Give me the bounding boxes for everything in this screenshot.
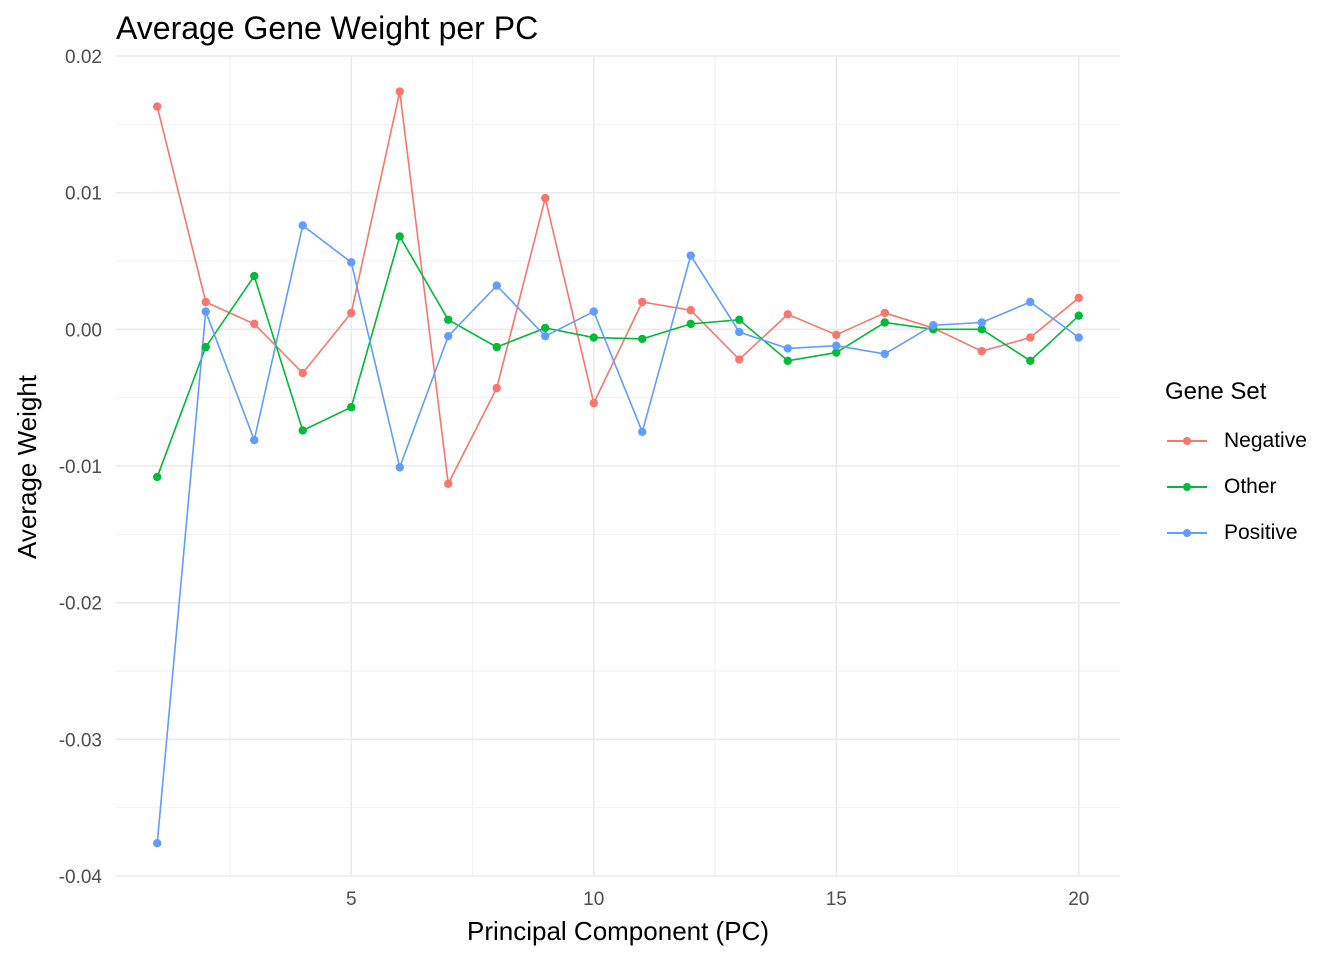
legend-key-other <box>1165 477 1209 497</box>
data-point-other <box>977 325 986 334</box>
data-point-other <box>1026 356 1035 365</box>
y-tick-label: 0.02 <box>65 47 102 68</box>
legend-key-positive <box>1165 523 1209 543</box>
x-tick-label: 10 <box>583 889 604 910</box>
data-point-negative <box>298 368 307 378</box>
data-point-positive <box>832 341 841 350</box>
data-point-negative <box>444 479 453 488</box>
y-tick-label: -0.02 <box>59 594 102 615</box>
series-line-other <box>156 234 1080 478</box>
legend-label-negative: Negative <box>1224 429 1307 452</box>
data-point-positive <box>444 331 453 341</box>
x-tick-label: 5 <box>346 889 357 910</box>
data-point-other <box>589 333 598 342</box>
data-point-positive <box>735 327 744 337</box>
data-point-other <box>347 403 356 412</box>
data-point-positive <box>880 349 889 359</box>
data-point-negative <box>201 297 210 307</box>
data-point-other <box>444 315 453 324</box>
x-axis-tick-labels: 5 10 15 20 <box>346 889 1089 910</box>
data-point-other <box>153 472 162 482</box>
data-point-negative <box>977 347 986 356</box>
data-point-positive <box>686 251 695 260</box>
data-point-negative <box>832 330 841 339</box>
data-point-positive <box>347 258 356 267</box>
data-point-negative <box>395 87 404 96</box>
data-point-other <box>735 315 744 324</box>
y-tick-label: -0.01 <box>59 457 102 478</box>
data-point-negative <box>686 306 695 315</box>
chart-title: Average Gene Weight per PC <box>116 10 539 46</box>
data-point-other <box>201 342 210 352</box>
series-line-positive <box>156 224 1080 844</box>
data-point-other <box>880 318 889 327</box>
series-line-negative <box>156 91 1080 487</box>
data-point-negative <box>1026 333 1035 342</box>
data-point-negative <box>153 102 162 111</box>
y-tick-label: 0.01 <box>65 184 102 205</box>
data-point-positive <box>201 307 210 316</box>
legend-item-positive: Positive <box>1165 510 1307 556</box>
data-point-positive <box>783 344 792 353</box>
legend-title: Gene Set <box>1165 378 1267 405</box>
data-point-positive <box>492 281 501 290</box>
legend-item-negative: Negative <box>1165 418 1307 464</box>
major-gridlines <box>116 55 1120 877</box>
data-point-positive <box>395 463 404 472</box>
legend-label-other: Other <box>1224 475 1277 498</box>
legend-label-positive: Positive <box>1224 521 1298 544</box>
data-point-negative <box>250 319 259 329</box>
data-point-other <box>250 271 259 281</box>
data-point-negative <box>347 308 356 318</box>
data-point-positive <box>153 839 162 848</box>
data-point-other <box>686 319 695 329</box>
data-point-positive <box>1026 297 1035 307</box>
data-point-positive <box>589 307 598 316</box>
data-point-other <box>492 342 501 352</box>
x-tick-label: 20 <box>1068 889 1089 910</box>
y-axis-label: Average Weight <box>12 374 42 559</box>
y-tick-label: 0.00 <box>65 320 102 341</box>
data-point-positive <box>977 318 986 327</box>
x-axis-label: Principal Component (PC) <box>467 916 769 946</box>
series-points <box>153 87 1083 848</box>
data-point-negative <box>492 383 501 393</box>
data-point-positive <box>638 427 647 437</box>
y-tick-label: -0.04 <box>59 867 103 888</box>
legend-item-other: Other <box>1165 464 1307 510</box>
data-point-positive <box>1074 333 1083 342</box>
data-point-positive <box>250 435 259 445</box>
data-point-other <box>638 334 647 344</box>
data-point-negative <box>880 308 889 318</box>
data-point-positive <box>541 331 550 341</box>
data-point-positive <box>298 221 307 230</box>
legend: Gene Set Negative Other Positive <box>1165 378 1307 556</box>
data-point-negative <box>638 297 647 307</box>
series-lines <box>156 91 1080 844</box>
data-point-other <box>1074 311 1083 320</box>
data-point-other <box>395 232 404 241</box>
data-point-negative <box>589 398 598 408</box>
data-point-negative <box>735 355 744 364</box>
data-point-other <box>541 323 550 333</box>
data-point-other <box>783 356 792 365</box>
data-point-other <box>298 426 307 435</box>
y-tick-label: -0.03 <box>59 730 102 751</box>
data-point-other <box>832 348 841 357</box>
legend-key-negative <box>1165 431 1209 451</box>
y-axis-tick-labels: -0.04 -0.03 -0.02 -0.01 0.00 0.01 0.02 <box>59 47 103 888</box>
data-point-positive <box>929 321 938 330</box>
x-tick-label: 15 <box>826 889 847 910</box>
data-point-negative <box>541 193 550 203</box>
data-point-negative <box>1074 293 1083 303</box>
data-point-negative <box>783 310 792 319</box>
